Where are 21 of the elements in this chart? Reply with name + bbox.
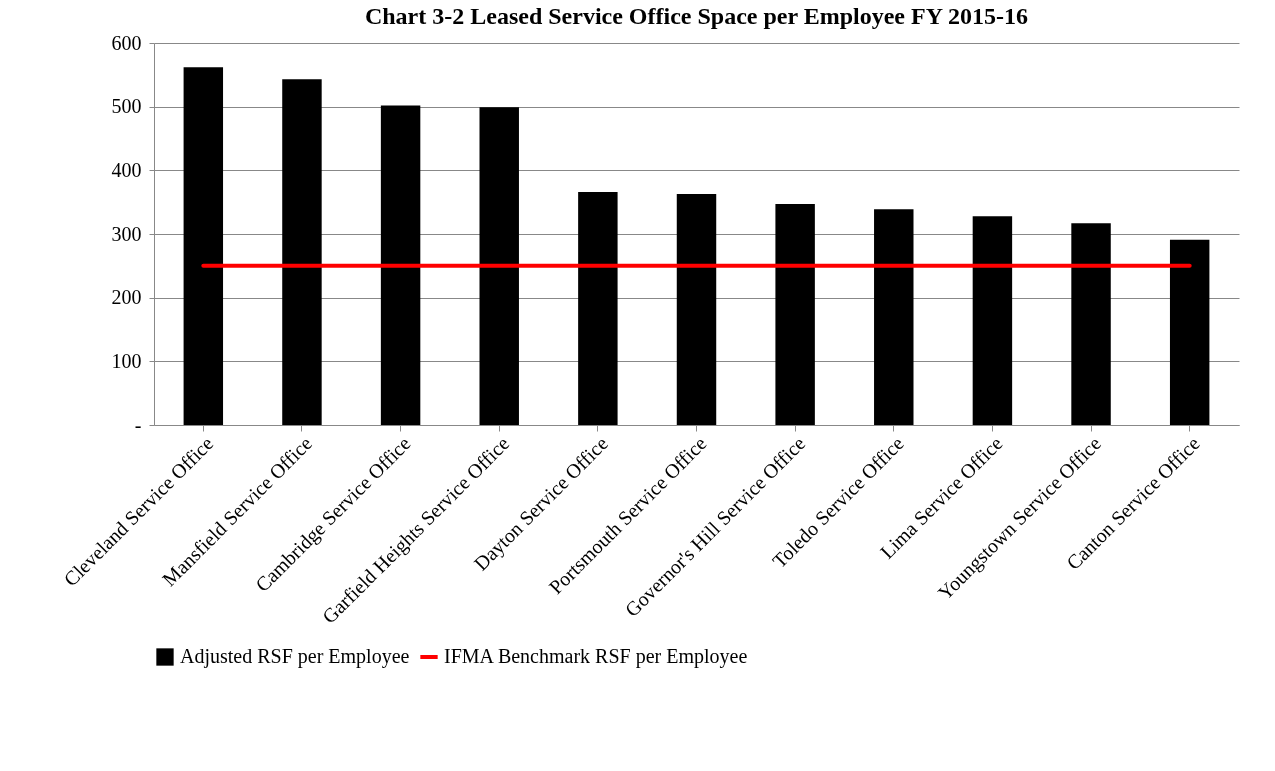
legend-label: Adjusted RSF per Employee (180, 645, 410, 668)
y-tick-label: 500 (111, 95, 142, 118)
y-tick-label: 600 (111, 31, 142, 54)
bar (972, 216, 1013, 425)
chart-title: Chart 3-2 Leased Service Office Space per Employee FY 2015-16 (364, 3, 1029, 29)
bar (282, 79, 322, 425)
bar (676, 193, 717, 425)
bar (380, 105, 421, 425)
y-tick-label: 400 (111, 158, 142, 181)
y-tick-label: 300 (111, 222, 142, 245)
bar (183, 67, 224, 425)
legend-label: IFMA Benchmark RSF per Employee (444, 645, 748, 668)
bar (578, 191, 618, 425)
bar (1169, 239, 1210, 425)
bar (874, 209, 914, 425)
bar (479, 107, 519, 425)
y-tick-label: 200 (111, 286, 142, 309)
bar (775, 204, 815, 425)
y-tick-label: - (134, 413, 142, 436)
y-tick-label: 100 (111, 349, 142, 372)
bar (1071, 223, 1111, 425)
